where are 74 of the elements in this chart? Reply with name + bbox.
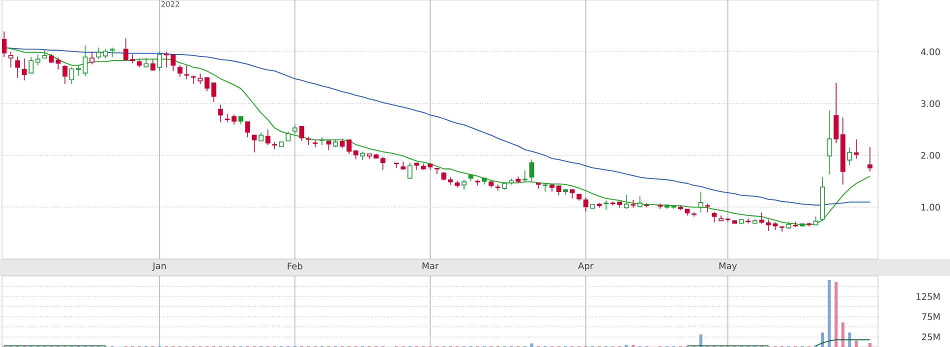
candlestick xyxy=(286,131,291,142)
candlestick xyxy=(292,124,298,135)
candlestick xyxy=(630,200,636,208)
bar xyxy=(821,332,824,347)
y-tick-label: 2.00 xyxy=(921,152,940,159)
candlestick xyxy=(265,129,270,146)
candlestick xyxy=(766,219,771,232)
bar xyxy=(841,322,844,347)
y-tick-label: 3.00 xyxy=(921,100,940,107)
candlestick xyxy=(462,179,466,190)
candlestick xyxy=(854,138,859,159)
bar xyxy=(854,340,858,347)
candlestick xyxy=(232,114,236,125)
candlestick xyxy=(705,203,710,213)
candlestick xyxy=(556,186,562,196)
bar xyxy=(868,342,872,347)
candlestick xyxy=(346,139,352,154)
candlestick xyxy=(90,51,94,65)
y-tick-label: 1.00 xyxy=(922,204,940,211)
bar xyxy=(699,334,702,347)
bar xyxy=(828,280,831,347)
bar xyxy=(834,282,838,347)
candlestick xyxy=(76,64,81,76)
candlestick xyxy=(583,196,588,212)
candlestick xyxy=(15,56,20,78)
candlestick xyxy=(22,58,27,81)
candlestick xyxy=(320,136,324,146)
y-tick-label: 4.00 xyxy=(920,48,940,56)
candlestick xyxy=(157,51,162,72)
x-tick-label: Apr xyxy=(578,262,594,271)
candlestick xyxy=(218,104,223,123)
candlestick xyxy=(204,77,210,92)
candlestick xyxy=(96,47,102,60)
candlestick xyxy=(123,38,128,62)
candlestick xyxy=(35,54,40,66)
y-tick-label: 125M xyxy=(916,293,940,300)
candlestick xyxy=(380,156,386,170)
candlestick xyxy=(637,196,642,208)
candlestick xyxy=(604,200,609,210)
bar xyxy=(530,343,534,347)
candlestick xyxy=(184,64,190,80)
y-tick-label: 75M xyxy=(922,313,940,320)
x-tick-label: May xyxy=(719,262,737,271)
candlestick xyxy=(150,59,156,72)
candlestick xyxy=(867,146,872,172)
candlestick xyxy=(245,121,250,138)
candlestick xyxy=(69,66,74,84)
candlestick xyxy=(759,212,764,224)
candlestick xyxy=(826,110,832,174)
candlestick xyxy=(272,142,278,150)
x-tick-label: Jan xyxy=(152,262,166,271)
x-tick-label: Feb xyxy=(288,262,302,270)
candlestick xyxy=(847,147,852,166)
candlestick xyxy=(211,82,216,102)
bar xyxy=(848,332,852,347)
candlestick xyxy=(326,140,332,151)
x-tick-label: Mar xyxy=(422,262,439,270)
candlestick xyxy=(299,126,304,142)
candlestick xyxy=(130,54,135,64)
candlestick xyxy=(529,159,534,182)
candlestick xyxy=(8,51,14,68)
candlestick xyxy=(252,134,257,153)
candlestick xyxy=(340,138,345,149)
candlestick xyxy=(624,194,629,210)
candlestick xyxy=(698,192,704,213)
y-tick-label: 25M xyxy=(922,334,940,340)
candlestick xyxy=(434,167,440,174)
candlestick xyxy=(712,211,717,223)
candlestick xyxy=(82,45,88,77)
candlestick xyxy=(62,64,68,84)
candlestick xyxy=(407,162,412,180)
candlestick xyxy=(177,64,182,78)
candlestick xyxy=(28,56,34,74)
candlestick xyxy=(834,82,838,144)
